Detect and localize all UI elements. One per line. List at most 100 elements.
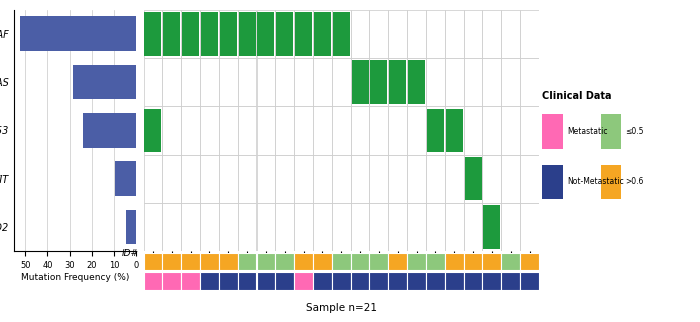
Bar bbox=[200, 272, 219, 290]
Bar bbox=[444, 253, 463, 270]
Bar bbox=[332, 12, 350, 56]
Bar bbox=[256, 155, 275, 203]
Bar bbox=[144, 253, 162, 270]
Bar bbox=[294, 272, 313, 290]
Bar bbox=[144, 272, 162, 290]
Bar bbox=[332, 253, 351, 270]
Bar bbox=[219, 272, 238, 290]
Text: Sample n=21: Sample n=21 bbox=[306, 303, 377, 313]
Bar bbox=[239, 12, 256, 56]
Bar bbox=[482, 106, 501, 155]
Bar bbox=[520, 203, 539, 251]
Bar bbox=[501, 253, 520, 270]
Bar bbox=[426, 253, 444, 270]
Bar bbox=[463, 58, 482, 106]
Bar bbox=[144, 109, 162, 152]
Text: >0.6: >0.6 bbox=[625, 177, 644, 186]
Bar bbox=[482, 58, 501, 106]
Bar bbox=[256, 203, 275, 251]
Bar bbox=[219, 106, 238, 155]
Bar bbox=[407, 58, 426, 106]
Bar bbox=[256, 253, 275, 270]
Bar bbox=[181, 203, 200, 251]
Bar bbox=[407, 253, 426, 270]
Bar bbox=[520, 58, 539, 106]
Bar bbox=[83, 113, 136, 148]
Bar bbox=[238, 272, 256, 290]
Bar bbox=[181, 106, 200, 155]
Bar bbox=[370, 61, 387, 104]
Bar bbox=[294, 10, 313, 58]
Bar bbox=[294, 253, 313, 270]
Bar bbox=[144, 155, 162, 203]
Bar bbox=[389, 61, 406, 104]
Bar bbox=[351, 106, 370, 155]
Bar bbox=[351, 272, 370, 290]
Text: ≤0.5: ≤0.5 bbox=[625, 127, 644, 136]
Bar bbox=[332, 272, 351, 290]
Bar bbox=[201, 12, 218, 56]
Bar bbox=[276, 12, 293, 56]
Bar bbox=[219, 203, 238, 251]
Bar bbox=[162, 58, 181, 106]
Bar bbox=[426, 106, 444, 155]
Bar bbox=[407, 203, 426, 251]
Bar bbox=[73, 65, 136, 99]
Bar bbox=[200, 155, 219, 203]
Bar bbox=[275, 272, 294, 290]
Bar bbox=[332, 58, 351, 106]
Bar bbox=[463, 155, 482, 203]
Bar bbox=[520, 272, 539, 290]
Bar bbox=[258, 12, 274, 56]
Bar bbox=[238, 58, 256, 106]
Bar bbox=[238, 106, 256, 155]
Bar bbox=[200, 106, 219, 155]
Bar bbox=[332, 10, 351, 58]
Bar bbox=[313, 272, 332, 290]
Bar bbox=[256, 106, 275, 155]
Bar bbox=[116, 161, 136, 196]
Bar bbox=[389, 203, 407, 251]
Bar bbox=[144, 10, 162, 58]
Bar bbox=[181, 253, 200, 270]
Bar bbox=[20, 16, 136, 51]
Bar bbox=[426, 10, 444, 58]
Bar bbox=[144, 203, 162, 251]
Bar bbox=[389, 155, 407, 203]
Bar bbox=[407, 10, 426, 58]
Bar bbox=[163, 12, 180, 56]
Bar bbox=[181, 58, 200, 106]
Bar bbox=[332, 106, 351, 155]
Bar bbox=[542, 165, 563, 199]
Bar bbox=[238, 203, 256, 251]
Bar bbox=[351, 10, 370, 58]
Bar bbox=[219, 58, 238, 106]
Bar bbox=[219, 155, 238, 203]
Bar bbox=[370, 155, 389, 203]
Bar bbox=[370, 253, 389, 270]
Bar bbox=[426, 155, 444, 203]
Bar bbox=[332, 203, 351, 251]
Bar bbox=[351, 253, 370, 270]
Bar bbox=[444, 58, 463, 106]
Bar bbox=[520, 155, 539, 203]
Bar bbox=[181, 10, 200, 58]
Bar bbox=[426, 58, 444, 106]
Bar bbox=[482, 155, 501, 203]
Bar bbox=[389, 106, 407, 155]
Bar bbox=[389, 272, 407, 290]
Bar bbox=[162, 253, 181, 270]
Bar bbox=[370, 58, 389, 106]
Bar bbox=[162, 106, 181, 155]
Text: Clinical Data: Clinical Data bbox=[542, 91, 612, 101]
Bar bbox=[601, 165, 621, 199]
Bar bbox=[463, 272, 482, 290]
Bar bbox=[219, 253, 238, 270]
Bar bbox=[520, 106, 539, 155]
Bar bbox=[220, 12, 237, 56]
Bar bbox=[501, 203, 520, 251]
Bar bbox=[144, 58, 162, 106]
Bar bbox=[351, 61, 369, 104]
Bar bbox=[426, 272, 444, 290]
Bar bbox=[294, 106, 313, 155]
